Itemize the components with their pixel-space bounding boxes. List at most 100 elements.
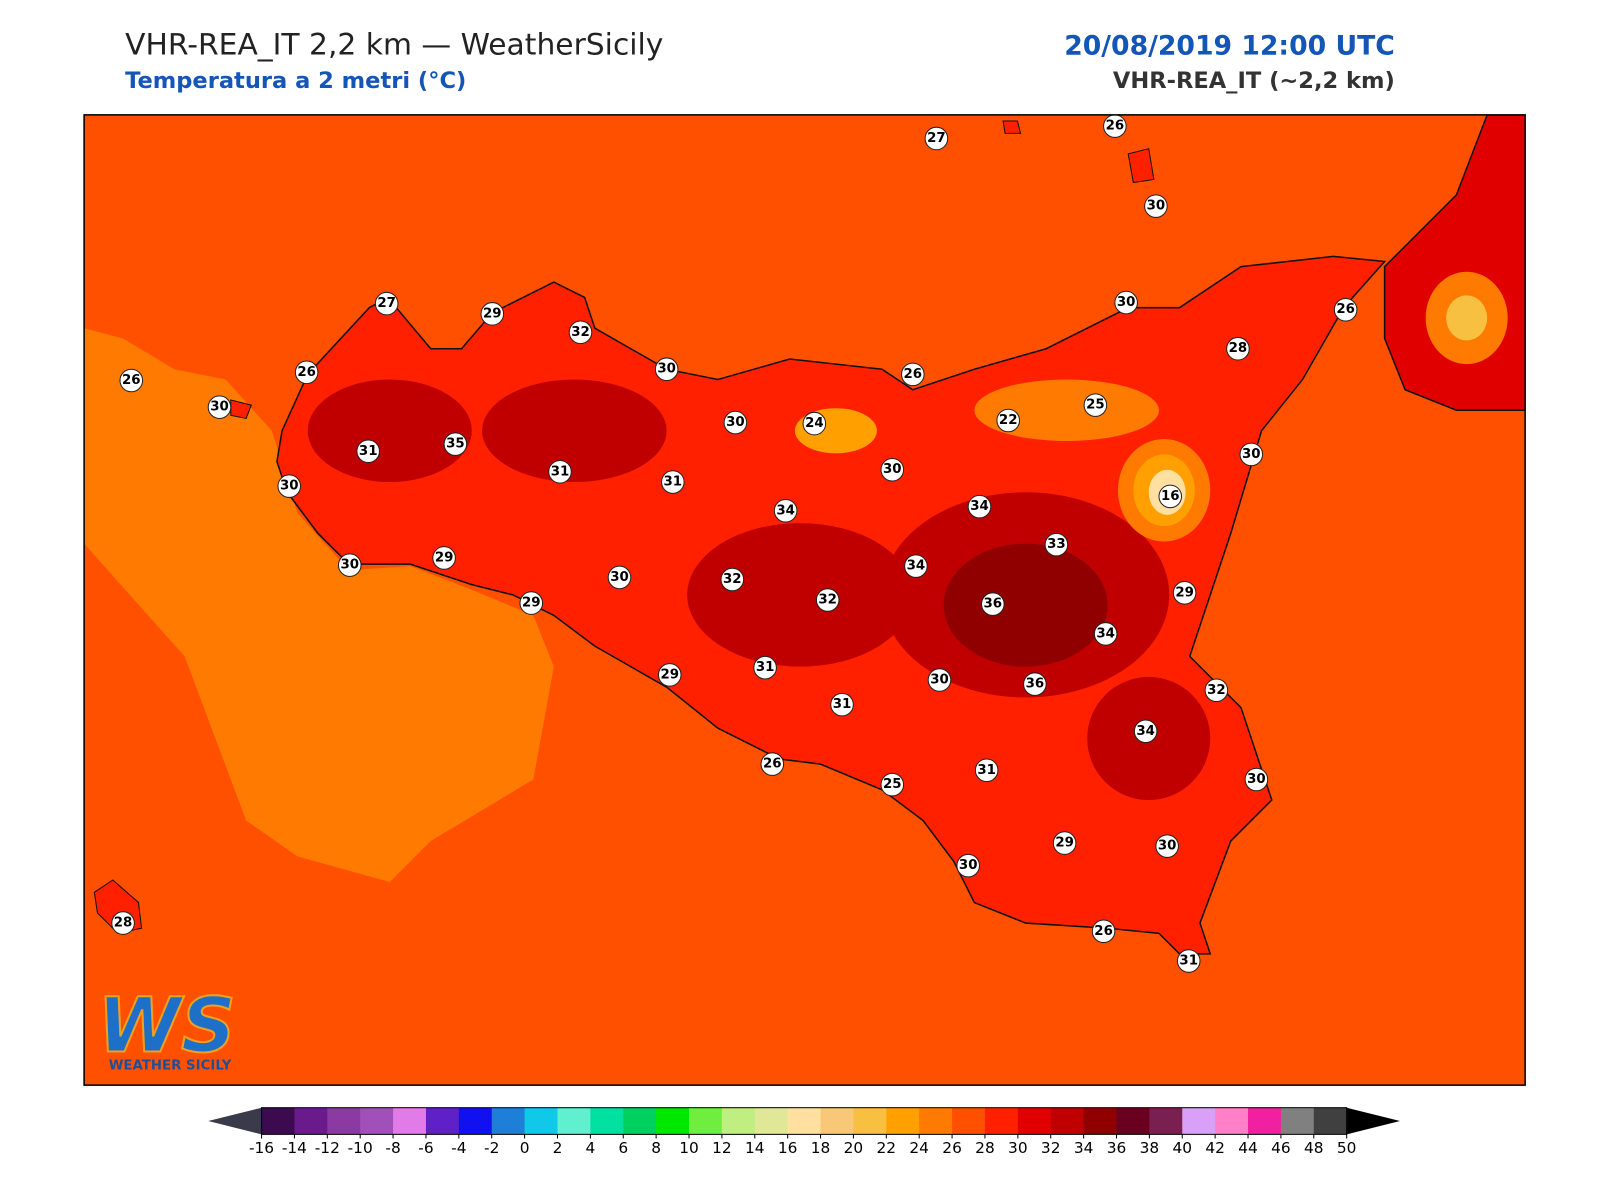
colorbar-tick-label: 18 [811, 1139, 831, 1157]
station-marker [830, 692, 854, 717]
logo: WS WEATHER SICILY [96, 980, 236, 1074]
cool-sea-area [84, 328, 554, 883]
station-marker [1044, 532, 1069, 557]
station-marker [1158, 484, 1183, 509]
station-marker [294, 360, 319, 385]
station-value: 31 [977, 763, 996, 778]
station-value: 34 [1096, 626, 1115, 641]
model-label: VHR-REA_IT (~2,2 km) [1113, 68, 1395, 94]
logo-text: WEATHER SICILY [109, 1059, 232, 1074]
cool-area [974, 379, 1159, 442]
colorbar-band [1313, 1107, 1348, 1135]
station-value: 31 [833, 697, 852, 712]
station-value: 36 [1026, 677, 1045, 692]
colorbar: -16 -14 -12 -10 -8 -6 -4 -2 0 2 4 6 8 10 12 14 16 18 20 22 2… [208, 1107, 1400, 1157]
station-value: 32 [1207, 683, 1226, 698]
colorbar-tick-label: 36 [1107, 1139, 1127, 1157]
station-marker [1239, 442, 1264, 467]
colorbar-band [1248, 1107, 1282, 1135]
station-marker [1083, 393, 1108, 417]
colorbar-tick-label: 0 [520, 1139, 530, 1157]
colorbar-tick-label: -6 [418, 1139, 433, 1157]
station-marker [1133, 719, 1158, 744]
colorbar-band [623, 1107, 657, 1135]
station-value: 30 [340, 558, 359, 573]
station-marker [1023, 672, 1047, 696]
station-marker [607, 565, 632, 590]
station-value: 30 [883, 462, 902, 477]
station-value: 29 [483, 306, 502, 321]
station-value: 30 [657, 362, 676, 377]
station-marker [927, 668, 952, 692]
cool-area [1446, 295, 1488, 341]
station-marker [432, 546, 456, 570]
station-value: 25 [1086, 398, 1105, 413]
station-value: 29 [435, 550, 454, 565]
station-marker [207, 395, 232, 419]
station-value: 26 [1094, 924, 1113, 939]
logo-mark: WS [97, 981, 235, 1069]
map-frame [83, 114, 1526, 1086]
station-marker [901, 362, 925, 387]
station-value: 30 [1158, 839, 1177, 854]
colorbar-band [360, 1107, 394, 1135]
station-value: 30 [1247, 772, 1266, 787]
hot-area [307, 379, 472, 483]
colorbar-tick-label: 8 [651, 1139, 661, 1157]
station-marker [760, 752, 785, 776]
station-value: 31 [756, 660, 775, 675]
station-marker [119, 368, 144, 393]
station-marker [924, 126, 949, 151]
station-value: 33 [1047, 537, 1066, 552]
station-marker [723, 410, 748, 435]
station-marker [1093, 622, 1118, 646]
station-value: 22 [999, 413, 1018, 428]
station-marker [802, 411, 827, 436]
colorbar-band [1149, 1107, 1183, 1135]
colorbar-band [261, 1107, 295, 1135]
station-value: 30 [726, 415, 745, 430]
station-value: 27 [377, 296, 396, 311]
hot-area [687, 523, 913, 667]
colorbar-tick-label: 10 [679, 1139, 699, 1157]
station-marker [967, 494, 992, 519]
stations: 27 26 30 27 29 32 26 26 30 30 30 26 28 26 30 24 22 25 31 35… [111, 114, 1358, 973]
station-value: 30 [930, 673, 949, 688]
colorbar-tick-label: 42 [1205, 1139, 1225, 1157]
station-value: 24 [805, 416, 824, 431]
colorbar-band [787, 1107, 822, 1135]
colorbar-tick-label: 34 [1074, 1139, 1094, 1157]
station-marker [880, 772, 905, 797]
colorbar-tick-label: 50 [1337, 1139, 1357, 1157]
station-value: 30 [959, 858, 978, 873]
station-marker [277, 474, 302, 498]
station-marker [1155, 834, 1179, 858]
colorbar-over [1346, 1107, 1400, 1135]
colorbar-band [1050, 1107, 1085, 1135]
station-value: 26 [122, 373, 141, 388]
station-value: 30 [210, 400, 229, 415]
station-value: 31 [551, 464, 570, 479]
colorbar-tick-label: -2 [484, 1139, 499, 1157]
station-value: 16 [1161, 489, 1180, 504]
colorbar-band [458, 1107, 493, 1135]
colorbar-tick-label: -16 [249, 1139, 274, 1157]
hot-area [482, 379, 667, 483]
station-marker [661, 470, 685, 494]
station-marker [1091, 919, 1116, 944]
colorbar-tick-label: 38 [1140, 1139, 1160, 1157]
station-marker [337, 553, 362, 577]
colorbar-band [491, 1107, 526, 1135]
station-value: 32 [723, 572, 742, 587]
station-value: 29 [1055, 836, 1074, 851]
colorbar-band [1280, 1107, 1315, 1135]
station-marker [1176, 949, 1201, 973]
title: VHR-REA_IT 2,2 km — WeatherSicily [125, 27, 663, 62]
station-value: 30 [610, 570, 629, 585]
colorbar-tick-label: 28 [975, 1139, 995, 1157]
colorbar-tick-label: 44 [1238, 1139, 1258, 1157]
colorbar-tick-label: 12 [712, 1139, 732, 1157]
station-value: 30 [1147, 199, 1166, 214]
station-marker [815, 588, 840, 612]
